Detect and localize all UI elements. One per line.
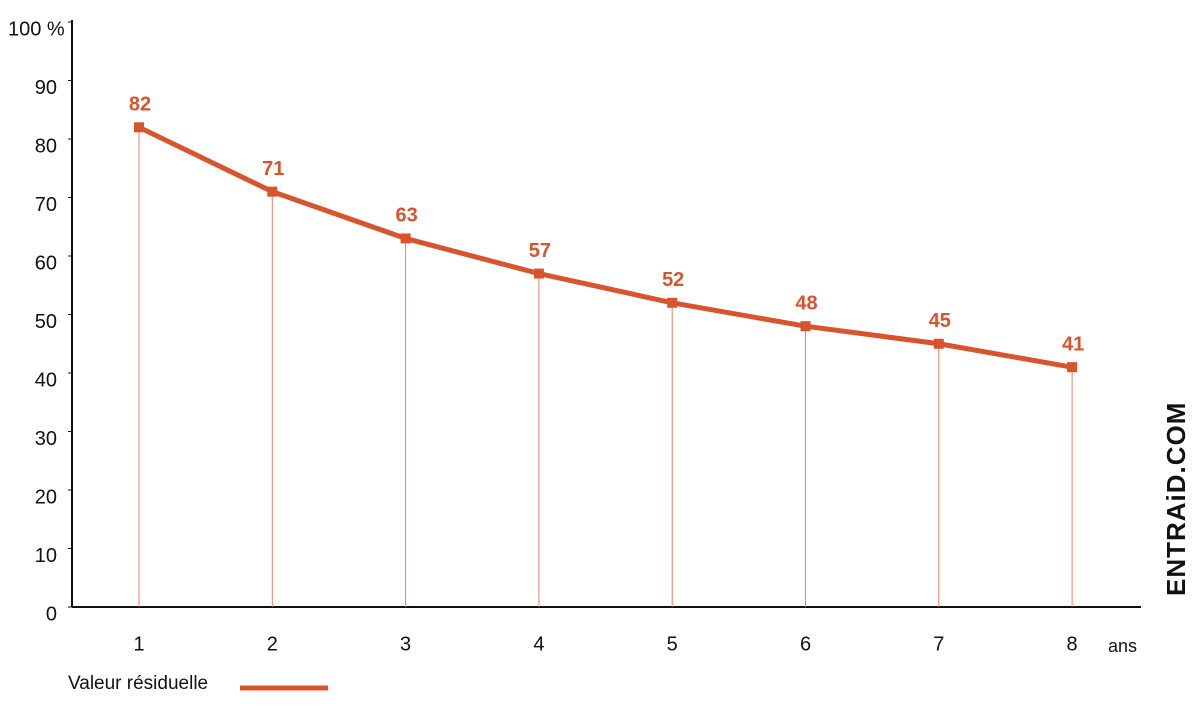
- y-tick-label: 90: [35, 77, 57, 99]
- x-tick-label: 4: [533, 633, 544, 655]
- data-label: 41: [1062, 333, 1084, 355]
- y-tick-label: 40: [35, 369, 57, 391]
- data-label: 45: [929, 310, 951, 332]
- data-label: 48: [795, 292, 817, 314]
- x-tick-label: 2: [267, 633, 278, 655]
- legend-label: Valeur résiduelle: [68, 673, 208, 694]
- data-label: 57: [529, 240, 551, 262]
- point-marker: [1067, 362, 1078, 373]
- y-tick-label: 80: [35, 135, 57, 157]
- x-tick-label: 3: [400, 633, 411, 655]
- x-tick-label: 5: [667, 633, 678, 655]
- y-tick-label: 70: [35, 194, 57, 216]
- data-label: 71: [262, 158, 284, 180]
- y-tick-label: 50: [35, 311, 57, 333]
- data-label: 63: [395, 205, 417, 227]
- point-marker: [400, 233, 411, 244]
- data-label: 82: [129, 94, 151, 116]
- point-marker: [267, 186, 278, 197]
- x-tick-label: 1: [133, 633, 144, 655]
- point-marker: [800, 321, 811, 332]
- point-marker: [933, 338, 944, 349]
- point-marker: [533, 268, 544, 279]
- x-tick-label: 7: [933, 633, 944, 655]
- x-axis-label: ans: [1108, 636, 1137, 656]
- series-line: [137, 125, 1073, 370]
- y-tick-label: 30: [35, 428, 57, 450]
- point-marker: [134, 122, 144, 133]
- y-tick-label: 20: [35, 486, 57, 508]
- y-tick-label: 60: [35, 252, 57, 274]
- x-tick-label: 6: [800, 633, 811, 655]
- data-label: 52: [662, 269, 684, 291]
- y-tick-label: 10: [35, 545, 57, 567]
- point-marker: [667, 297, 678, 308]
- y-tick-label: 100 %: [8, 18, 65, 40]
- watermark: ENTRAiD.COM: [1161, 402, 1191, 596]
- x-tick-label: 8: [1067, 633, 1078, 655]
- y-tick-label: 0: [46, 603, 57, 625]
